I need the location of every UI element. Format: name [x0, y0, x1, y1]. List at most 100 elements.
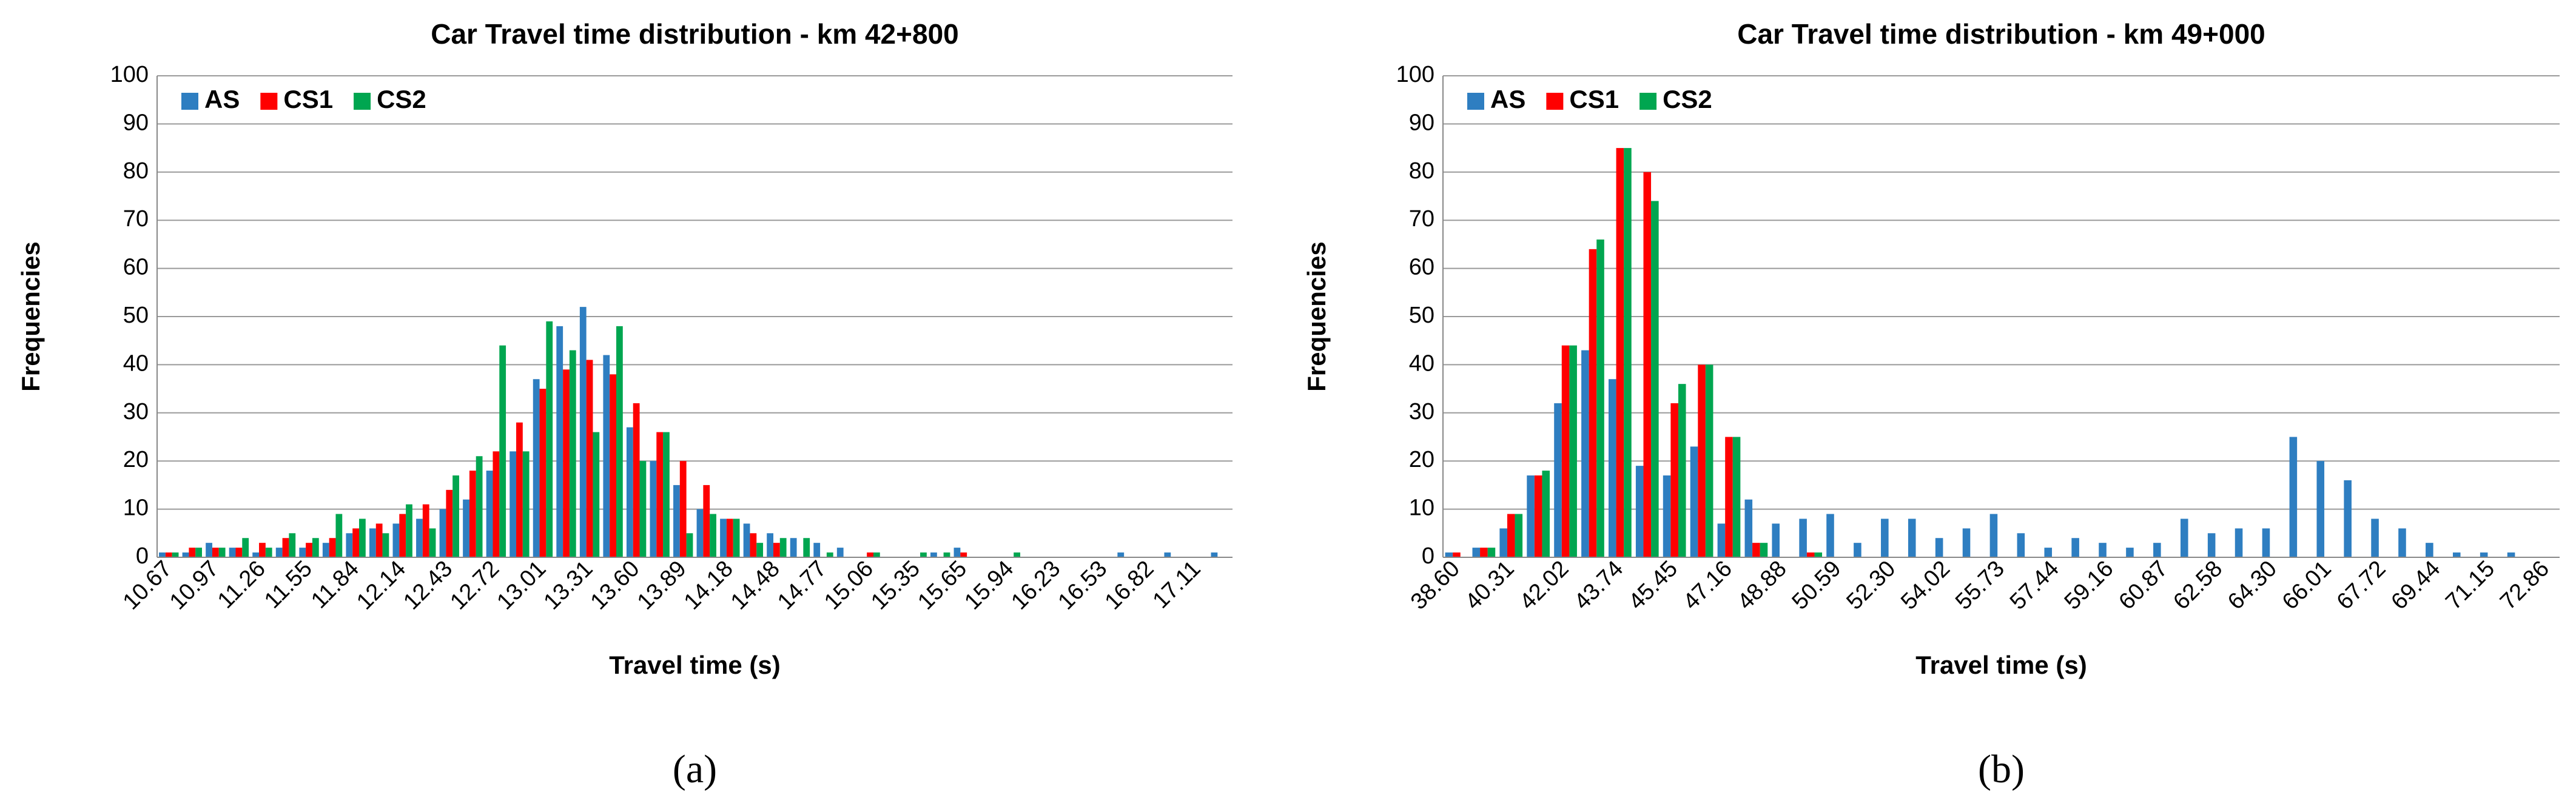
- bar: [2153, 543, 2161, 557]
- bar: [429, 528, 436, 557]
- bar: [1717, 523, 1726, 557]
- bar: [1744, 499, 1753, 557]
- bar: [1117, 552, 1125, 557]
- bar: [1643, 172, 1652, 557]
- x-tick-label: 38.60: [1406, 556, 1465, 615]
- chart-title: Car Travel time distribution - km 49+000: [1737, 18, 2265, 50]
- bar: [229, 548, 236, 557]
- bar: [1725, 437, 1733, 557]
- bar: [2316, 461, 2325, 557]
- legend-label: AS: [1490, 85, 1525, 113]
- bar: [2262, 528, 2270, 557]
- bar: [282, 538, 289, 557]
- bar: [1908, 518, 1916, 557]
- bar: [499, 345, 506, 557]
- chart: 010203040506070809010010.6710.9711.2611.…: [16, 18, 1233, 791]
- bar: [2289, 437, 2298, 557]
- x-tick-label: 40.31: [1461, 556, 1519, 615]
- bar: [1651, 201, 1659, 557]
- bar: [1752, 543, 1760, 557]
- bar: [2426, 543, 2433, 557]
- bar: [2017, 533, 2025, 557]
- legend-swatch: [354, 93, 371, 110]
- x-axis-label: Travel time (s): [609, 651, 780, 679]
- bar: [2452, 552, 2461, 557]
- bar: [726, 518, 733, 557]
- bar: [773, 543, 780, 557]
- y-tick-label: 0: [1422, 543, 1434, 569]
- bar: [446, 489, 453, 557]
- x-tick-label: 47.16: [1678, 556, 1737, 615]
- bar: [476, 456, 483, 557]
- y-tick-label: 20: [1409, 447, 1434, 472]
- bar: [469, 471, 476, 557]
- bar: [182, 552, 189, 557]
- caption: (b): [1978, 747, 2025, 791]
- bar: [2507, 552, 2515, 557]
- y-tick-label: 90: [1409, 110, 1434, 135]
- bar: [463, 499, 469, 557]
- bar: [452, 475, 459, 557]
- legend-label: CS2: [1663, 85, 1712, 113]
- bar: [509, 451, 517, 557]
- bar: [1806, 552, 1815, 557]
- y-tick-label: 80: [1409, 158, 1434, 184]
- bar: [1814, 552, 1823, 557]
- bar: [2371, 518, 2379, 557]
- x-tick-label: 62.58: [2168, 556, 2227, 615]
- bar: [626, 427, 633, 557]
- bar: [556, 326, 563, 557]
- x-tick-label: 10.97: [165, 556, 224, 615]
- bar: [242, 538, 249, 557]
- bar: [836, 548, 844, 557]
- bar: [1881, 518, 1889, 557]
- bar: [1698, 364, 1706, 557]
- x-tick-label: 54.02: [1896, 556, 1955, 615]
- bar: [1453, 552, 1461, 557]
- bar: [218, 548, 226, 557]
- bar: [610, 374, 616, 557]
- x-tick-label: 52.30: [1841, 556, 1900, 615]
- x-tick-label: 15.06: [819, 556, 878, 615]
- bar: [1211, 552, 1218, 557]
- y-tick-label: 10: [1409, 495, 1434, 521]
- bar: [399, 514, 406, 557]
- x-tick-label: 11.84: [306, 556, 364, 614]
- caption: (a): [673, 747, 717, 791]
- bar: [375, 523, 383, 557]
- bar: [826, 552, 833, 557]
- bar: [656, 432, 664, 557]
- bar: [539, 389, 546, 557]
- x-tick-label: 67.72: [2332, 556, 2391, 615]
- y-tick-label: 40: [123, 351, 149, 376]
- bar: [533, 379, 540, 557]
- x-tick-label: 72.86: [2495, 556, 2554, 615]
- bar: [733, 518, 740, 557]
- bar: [686, 533, 693, 557]
- bar: [1799, 518, 1807, 557]
- bar: [767, 533, 774, 557]
- chart: 0 10 20 30 40 50 60 70 80 90 100 38.6040.3142.0243.…: [1302, 18, 2560, 791]
- bar: [2480, 552, 2488, 557]
- x-tick-label: 16.23: [1006, 556, 1065, 615]
- x-tick-label: 69.44: [2386, 556, 2445, 615]
- bar: [1760, 543, 1768, 557]
- legend-label: CS1: [283, 85, 333, 113]
- legend-label: CS1: [1569, 85, 1619, 113]
- bar: [639, 461, 647, 557]
- bar: [586, 360, 593, 557]
- bar: [406, 504, 412, 557]
- bar: [569, 350, 576, 557]
- y-tick-label: 10: [123, 495, 149, 521]
- bar: [172, 552, 179, 557]
- legend-swatch: [181, 93, 198, 110]
- bar: [663, 432, 670, 557]
- bar: [1561, 345, 1570, 557]
- bar: [2071, 538, 2079, 557]
- y-axis-label: Frequencies: [16, 241, 45, 391]
- bar: [616, 326, 623, 557]
- x-tick-label: 17.11: [1148, 556, 1206, 614]
- bar: [1534, 475, 1542, 557]
- legend-label: AS: [204, 85, 240, 113]
- bar: [1624, 148, 1632, 558]
